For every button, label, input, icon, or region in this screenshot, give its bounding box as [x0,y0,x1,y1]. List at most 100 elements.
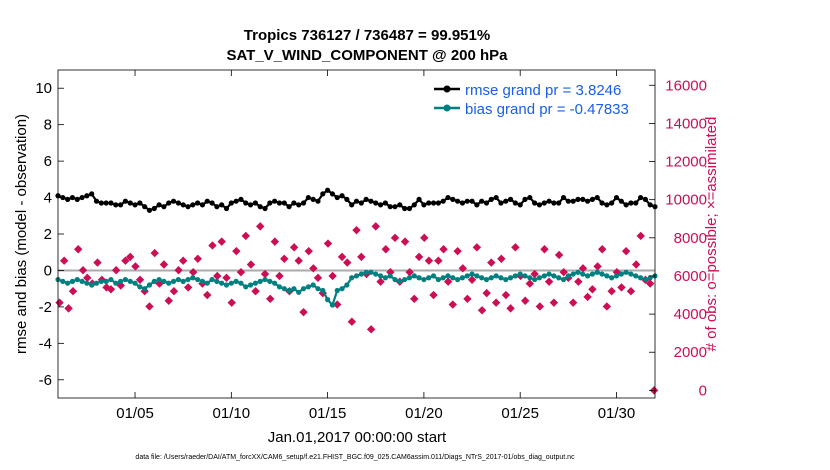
rmse-point [103,200,109,206]
bias-point [113,280,119,286]
rmse-point [262,205,268,212]
bias-point [594,269,600,275]
rmse-point [589,196,596,202]
bias-point [440,275,446,281]
obs-count-point [246,260,256,269]
obs-count-point [410,294,419,304]
rmse-point [166,200,172,206]
rmse-point [570,198,576,204]
y-left-tick-label: 8 [44,117,52,134]
bias-point [474,273,480,279]
bias-point [633,273,639,279]
rmse-point [209,200,215,206]
bias-point [570,271,576,277]
bias-point [127,278,133,284]
bias-point [79,278,85,284]
bias-series [55,269,658,308]
obs-count-point [443,277,453,286]
rmse-point [214,204,220,210]
bias-point [252,280,258,286]
rmse-point [243,200,249,206]
obs-count-point [337,252,347,262]
rmse-point [426,200,432,206]
obs-count-point [188,267,198,277]
obs-count-point [429,290,438,300]
bias-point [507,275,514,281]
obs-count-point [236,267,246,277]
bias-point [483,276,490,283]
rmse-point [584,198,591,204]
rmse-point [358,200,364,206]
y-axis-left: -6 -4 -2 0 2 4 6 8 10 [35,80,64,389]
obs-count-point [434,256,443,265]
rmse-point [117,202,124,208]
obs-count-point [289,243,299,252]
obs-count-point [568,298,578,307]
bias-point [142,286,148,292]
obs-count-point [93,258,102,267]
rmse-point [170,198,177,204]
rmse-point [320,191,326,197]
y-left-tick-label: -2 [39,299,52,316]
y-right-tick-label: 14000 [665,115,707,132]
rmse-point [406,205,413,212]
bias-point [628,271,634,277]
y-right-tick-label: 8000 [674,230,707,247]
obs-count-point [227,298,236,307]
rmse-point [339,193,345,199]
bias-point [334,287,340,294]
x-tick-label: 01/05 [116,405,154,422]
rmse-point [628,200,634,206]
rmse-point [238,196,244,202]
rmse-point [74,196,80,202]
rmse-point [455,198,461,204]
x-tick-label: 01/15 [309,405,347,422]
rmse-point [363,196,369,202]
obs-count-point [491,298,501,307]
rmse-point [556,200,562,206]
bias-point [455,276,461,283]
bias-point [589,271,596,277]
rmse-point [315,198,321,204]
obs-count-point [544,277,554,286]
bias-point [272,280,278,286]
rmse-point [93,198,100,204]
bias-point [406,275,413,281]
rmse-point [65,196,71,202]
y-left-tick-label: 0 [44,262,52,279]
rmse-point [527,194,533,201]
obs-count-point [256,222,265,231]
bias-point [503,276,509,283]
obs-count-point [266,294,275,304]
y-axis-right: 0 2000 4000 6000 8000 10000 12000 14000 16000 [649,77,707,399]
bias-point [459,275,466,281]
rmse-point [604,202,610,208]
bias-point [604,273,610,279]
rmse-point [329,191,336,197]
bias-point [613,273,620,279]
rmse-point [430,200,437,206]
obs-count-point [135,275,145,284]
obs-count-point [294,256,303,265]
y-right-tick-label: 0 [699,382,707,399]
bias-point [450,275,456,281]
y-left-tick-label: 2 [44,226,52,243]
obs-count-point [578,264,588,273]
obs-count-point [390,233,400,243]
obs-count-point [299,307,308,317]
obs-count-point [530,269,539,279]
bias-point [180,278,186,284]
bias-point [296,289,302,295]
bias-point [416,275,422,281]
y-left-tick-label: 6 [44,153,52,170]
obs-count-point [343,258,352,267]
bias-point [199,278,206,284]
obs-count-point [506,304,515,313]
obs-count-point [270,237,280,246]
obs-count-point [313,273,323,283]
rmse-point [397,202,403,208]
rmse-point [536,202,543,208]
y-left-tick-label: -6 [39,372,52,389]
bias-point [469,271,475,277]
obs-count-point [482,288,491,298]
